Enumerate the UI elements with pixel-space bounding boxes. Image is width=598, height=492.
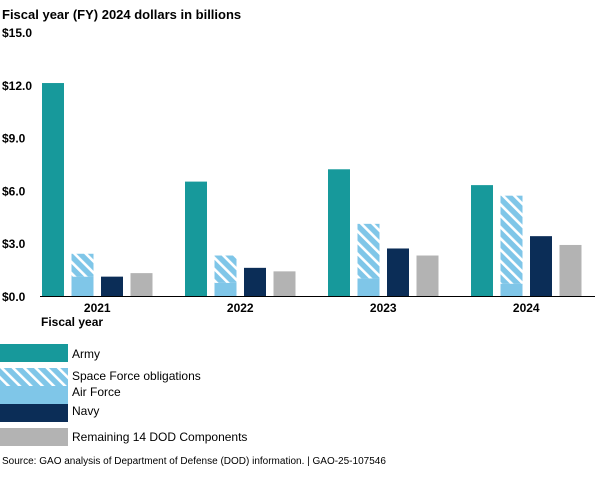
bar-air-force <box>357 278 380 296</box>
bar-air-force <box>71 276 94 296</box>
legend-label-remaining: Remaining 14 DOD Components <box>72 430 248 444</box>
legend-swatch-remaining <box>0 428 68 446</box>
legend-label-space-force: Space Force obligations <box>72 369 201 383</box>
bars-group <box>42 83 582 296</box>
source-note: Source: GAO analysis of Department of De… <box>2 456 386 467</box>
y-axis-title: Fiscal year (FY) 2024 dollars in billion… <box>2 7 241 22</box>
legend-swatch-army <box>0 344 68 362</box>
x-tick-label: 2021 <box>84 301 111 315</box>
y-tick-label: $6.0 <box>2 184 26 198</box>
bar-navy <box>387 248 409 296</box>
bar-army <box>42 83 64 296</box>
bar-remaining <box>559 244 582 296</box>
legend-swatch-air-force <box>0 386 68 404</box>
bar-space-force <box>214 255 237 283</box>
y-tick-label: $15.0 <box>2 26 32 40</box>
x-tick-labels: 2021 2022 2023 2024 <box>84 301 540 315</box>
bar-chart: Fiscal year (FY) 2024 dollars in billion… <box>2 7 595 329</box>
bar-space-force <box>71 253 94 277</box>
bar-remaining <box>130 273 153 296</box>
legend-swatch-space-force <box>0 368 68 386</box>
bar-navy <box>530 236 552 296</box>
y-tick-labels: $0.0 $3.0 $6.0 $9.0 $12.0 $15.0 <box>2 26 32 304</box>
bar-air-force <box>500 283 523 296</box>
y-tick-label: $0.0 <box>2 290 26 304</box>
x-tick-label: 2024 <box>513 301 540 315</box>
bar-army <box>328 169 350 296</box>
bar-remaining <box>416 255 439 296</box>
legend-label-air-force: Air Force <box>72 385 121 399</box>
y-tick-label: $3.0 <box>2 237 26 251</box>
x-tick-label: 2022 <box>227 301 254 315</box>
x-tick-label: 2023 <box>370 301 397 315</box>
bar-army <box>471 185 493 296</box>
bar-navy <box>244 267 266 296</box>
legend-label-army: Army <box>72 347 100 361</box>
y-tick-label: $9.0 <box>2 132 26 146</box>
x-axis-title: Fiscal year <box>41 315 103 329</box>
bar-space-force <box>357 223 380 279</box>
y-tick-label: $12.0 <box>2 79 32 93</box>
bar-air-force <box>214 282 237 296</box>
bar-navy <box>101 276 123 296</box>
bar-space-force <box>500 195 523 284</box>
legend-swatch-navy <box>0 404 68 422</box>
bar-army <box>185 181 207 296</box>
legend-label-navy: Navy <box>72 404 100 418</box>
bar-remaining <box>273 271 296 296</box>
